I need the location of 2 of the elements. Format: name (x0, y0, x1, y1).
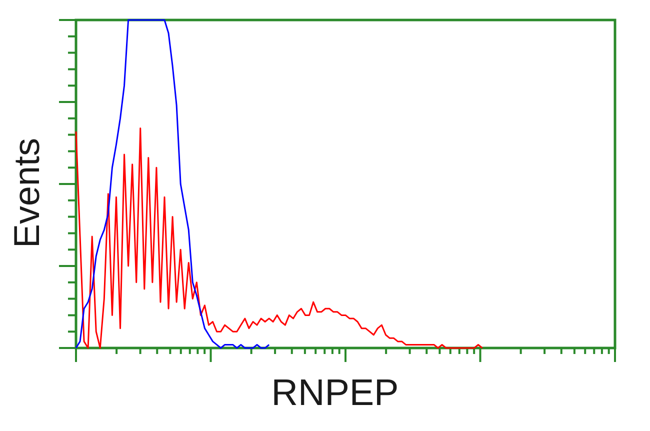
y-axis-title: Events (6, 138, 47, 248)
x-axis-title: RNPEP (271, 372, 399, 413)
